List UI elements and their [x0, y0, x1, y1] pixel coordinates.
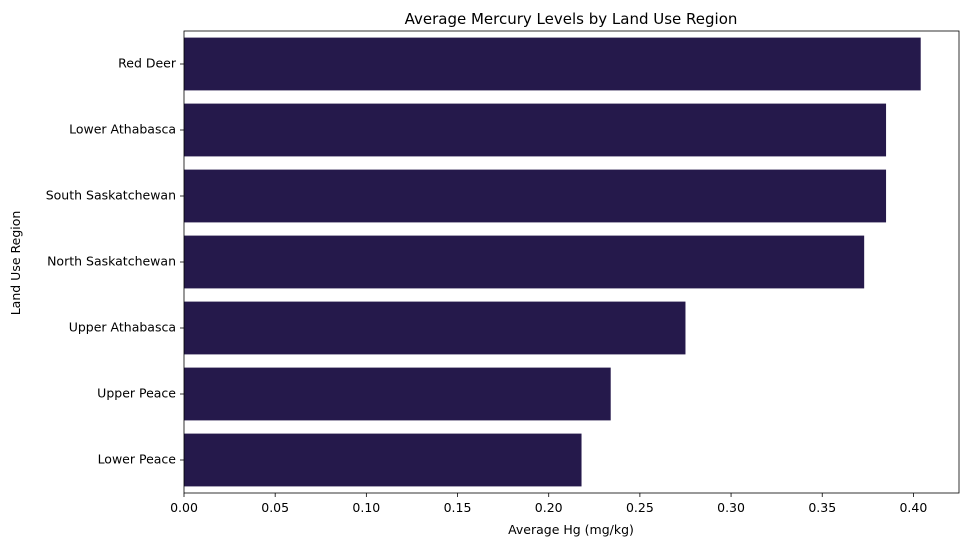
bar-south-saskatchewan [184, 169, 887, 223]
x-tick-label: 0.15 [444, 500, 472, 515]
plot-frame [183, 30, 960, 494]
x-tick-label: 0.25 [626, 500, 654, 515]
y-tick-label: Red Deer [118, 56, 177, 71]
x-tick-label: 0.20 [535, 500, 563, 515]
y-tick-label: South Saskatchewan [46, 188, 176, 203]
y-tick-label: Lower Peace [98, 452, 177, 467]
x-tick-label: 0.30 [717, 500, 745, 515]
y-tick-label: Upper Athabasca [69, 320, 176, 335]
x-axis-label: Average Hg (mg/kg) [508, 522, 634, 537]
y-axis-label: Land Use Region [8, 211, 23, 316]
x-tick-label: 0.40 [899, 500, 927, 515]
x-tick-label: 0.05 [261, 500, 289, 515]
x-axis-ticks: 0.00 0.05 0.10 0.15 0.20 0.25 0.30 0.35 0.40 [170, 493, 927, 515]
chart-title: Average Mercury Levels by Land Use Regio… [405, 10, 738, 28]
bar-lower-athabasca [184, 103, 887, 157]
bars-group [184, 37, 921, 487]
x-tick-label: 0.00 [170, 500, 198, 515]
y-tick-label: Lower Athabasca [69, 122, 176, 137]
y-axis-ticks: Red Deer Lower Athabasca South Saskatchewa… [46, 56, 184, 467]
bar-upper-peace [184, 367, 611, 421]
bar-lower-peace [184, 433, 582, 487]
x-tick-label: 0.10 [352, 500, 380, 515]
bar-upper-athabasca [184, 301, 686, 355]
x-tick-label: 0.35 [808, 500, 836, 515]
bar-north-saskatchewan [184, 235, 865, 289]
y-tick-label: North Saskatchewan [47, 254, 176, 269]
y-tick-label: Upper Peace [97, 386, 176, 401]
bar-red-deer [184, 37, 921, 91]
